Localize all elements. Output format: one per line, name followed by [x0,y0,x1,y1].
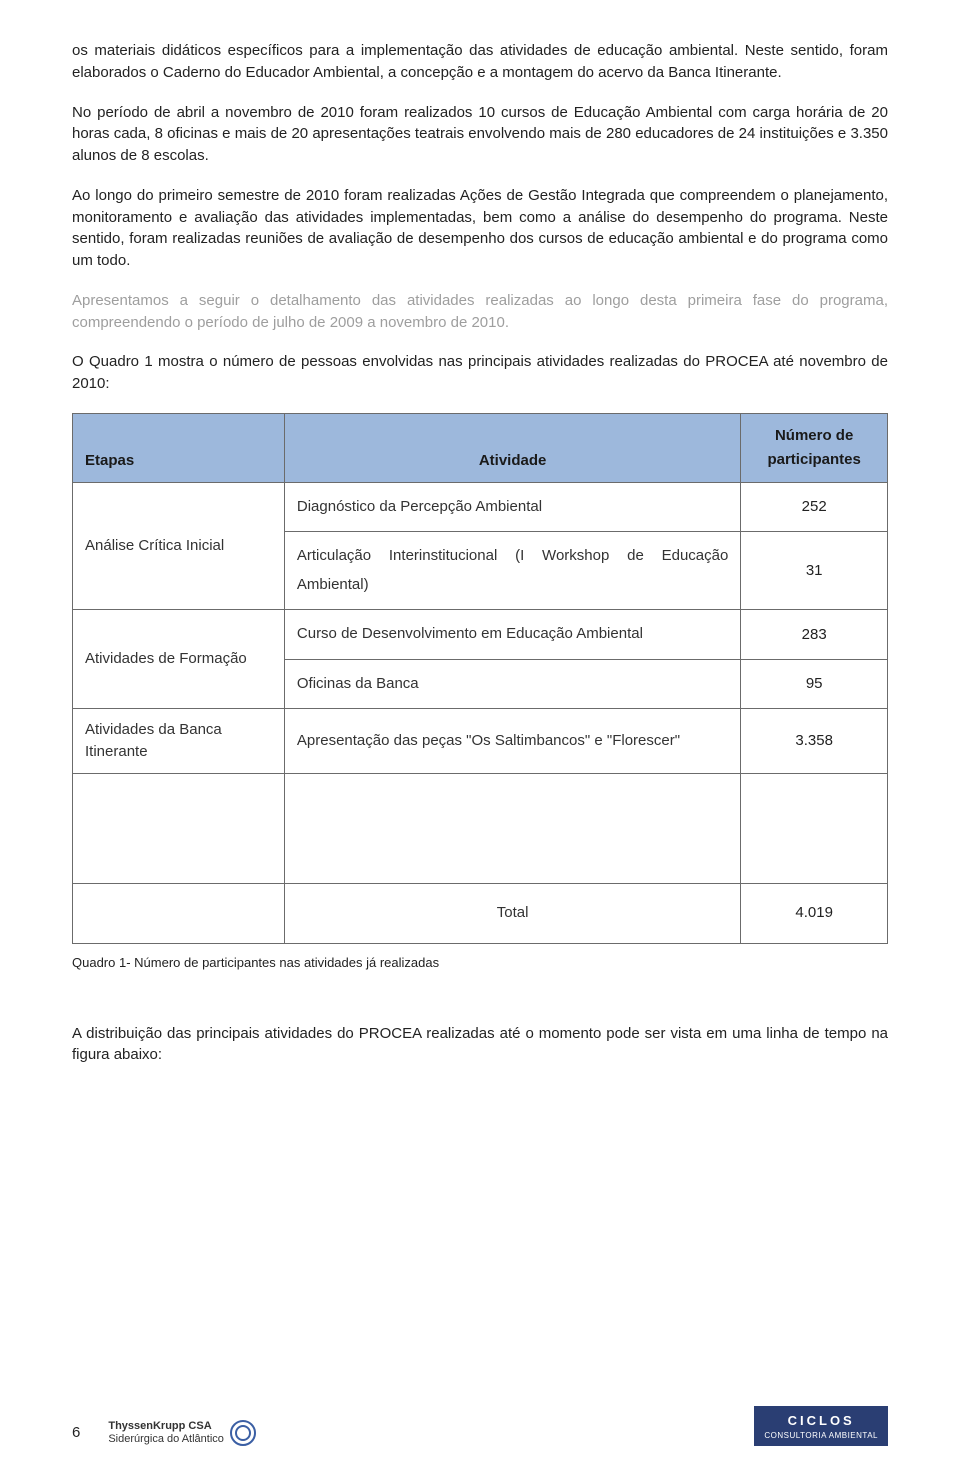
cell-activity: Oficinas da Banca [284,659,740,709]
paragraph-6: A distribuição das principais atividades… [72,1023,888,1067]
cell-total-value: 4.019 [741,883,888,943]
paragraph-2: No período de abril a novembro de 2010 f… [72,102,888,167]
cell-stage: Análise Crítica Inicial [73,482,285,610]
cell-stage: Atividades da Banca Itinerante [73,709,285,774]
col-header-atividade: Atividade [284,413,740,482]
participants-table: Etapas Atividade Número de participantes… [72,413,888,944]
cell-empty [284,773,740,883]
table-spacer-row [73,773,888,883]
cell-empty [741,773,888,883]
logo-thyssenkrupp: ThyssenKrupp CSA Siderúrgica do Atlântic… [108,1420,256,1446]
paragraph-1: os materiais didáticos específicos para … [72,40,888,84]
logo-tk-text: ThyssenKrupp CSA Siderúrgica do Atlântic… [108,1420,224,1445]
table-total-row: Total 4.019 [73,883,888,943]
cell-count: 252 [741,482,888,532]
ring-icon [230,1420,256,1446]
logo-ciclos: CICLOS CONSULTORIA AMBIENTAL [754,1406,888,1446]
cell-count: 31 [741,532,888,610]
col-header-numero: Número de participantes [741,413,888,482]
cell-activity: Curso de Desenvolvimento em Educação Amb… [284,610,740,660]
document-page: os materiais didáticos específicos para … [0,0,960,1464]
paragraph-3: Ao longo do primeiro semestre de 2010 fo… [72,185,888,272]
cell-activity: Articulação Interinstitucional (I Worksh… [284,532,740,610]
cell-stage: Atividades de Formação [73,610,285,709]
table-row: Análise Crítica Inicial Diagnóstico da P… [73,482,888,532]
table-row: Atividades de Formação Curso de Desenvol… [73,610,888,660]
paragraph-5: O Quadro 1 mostra o número de pessoas en… [72,351,888,395]
logo-tk-line2: Siderúrgica do Atlântico [108,1433,224,1445]
page-number: 6 [72,1422,80,1444]
cell-count: 283 [741,610,888,660]
col-header-etapas: Etapas [73,413,285,482]
cell-count: 95 [741,659,888,709]
logo-ciclos-sub: CONSULTORIA AMBIENTAL [764,1431,878,1440]
page-footer: 6 ThyssenKrupp CSA Siderúrgica do Atlânt… [72,1406,888,1446]
cell-activity: Diagnóstico da Percepção Ambiental [284,482,740,532]
cell-activity: Apresentação das peças "Os Saltimbancos"… [284,709,740,774]
paragraph-4-faded: Apresentamos a seguir o detalhamento das… [72,290,888,334]
logo-ciclos-main: CICLOS [764,1412,878,1431]
footer-left: 6 ThyssenKrupp CSA Siderúrgica do Atlânt… [72,1420,256,1446]
cell-total-label: Total [284,883,740,943]
table-row: Atividades da Banca Itinerante Apresenta… [73,709,888,774]
cell-empty [73,883,285,943]
cell-count: 3.358 [741,709,888,774]
cell-empty [73,773,285,883]
logo-tk-line1: ThyssenKrupp CSA [108,1420,211,1432]
table-caption: Quadro 1- Número de participantes nas at… [72,954,888,973]
table-header-row: Etapas Atividade Número de participantes [73,413,888,482]
